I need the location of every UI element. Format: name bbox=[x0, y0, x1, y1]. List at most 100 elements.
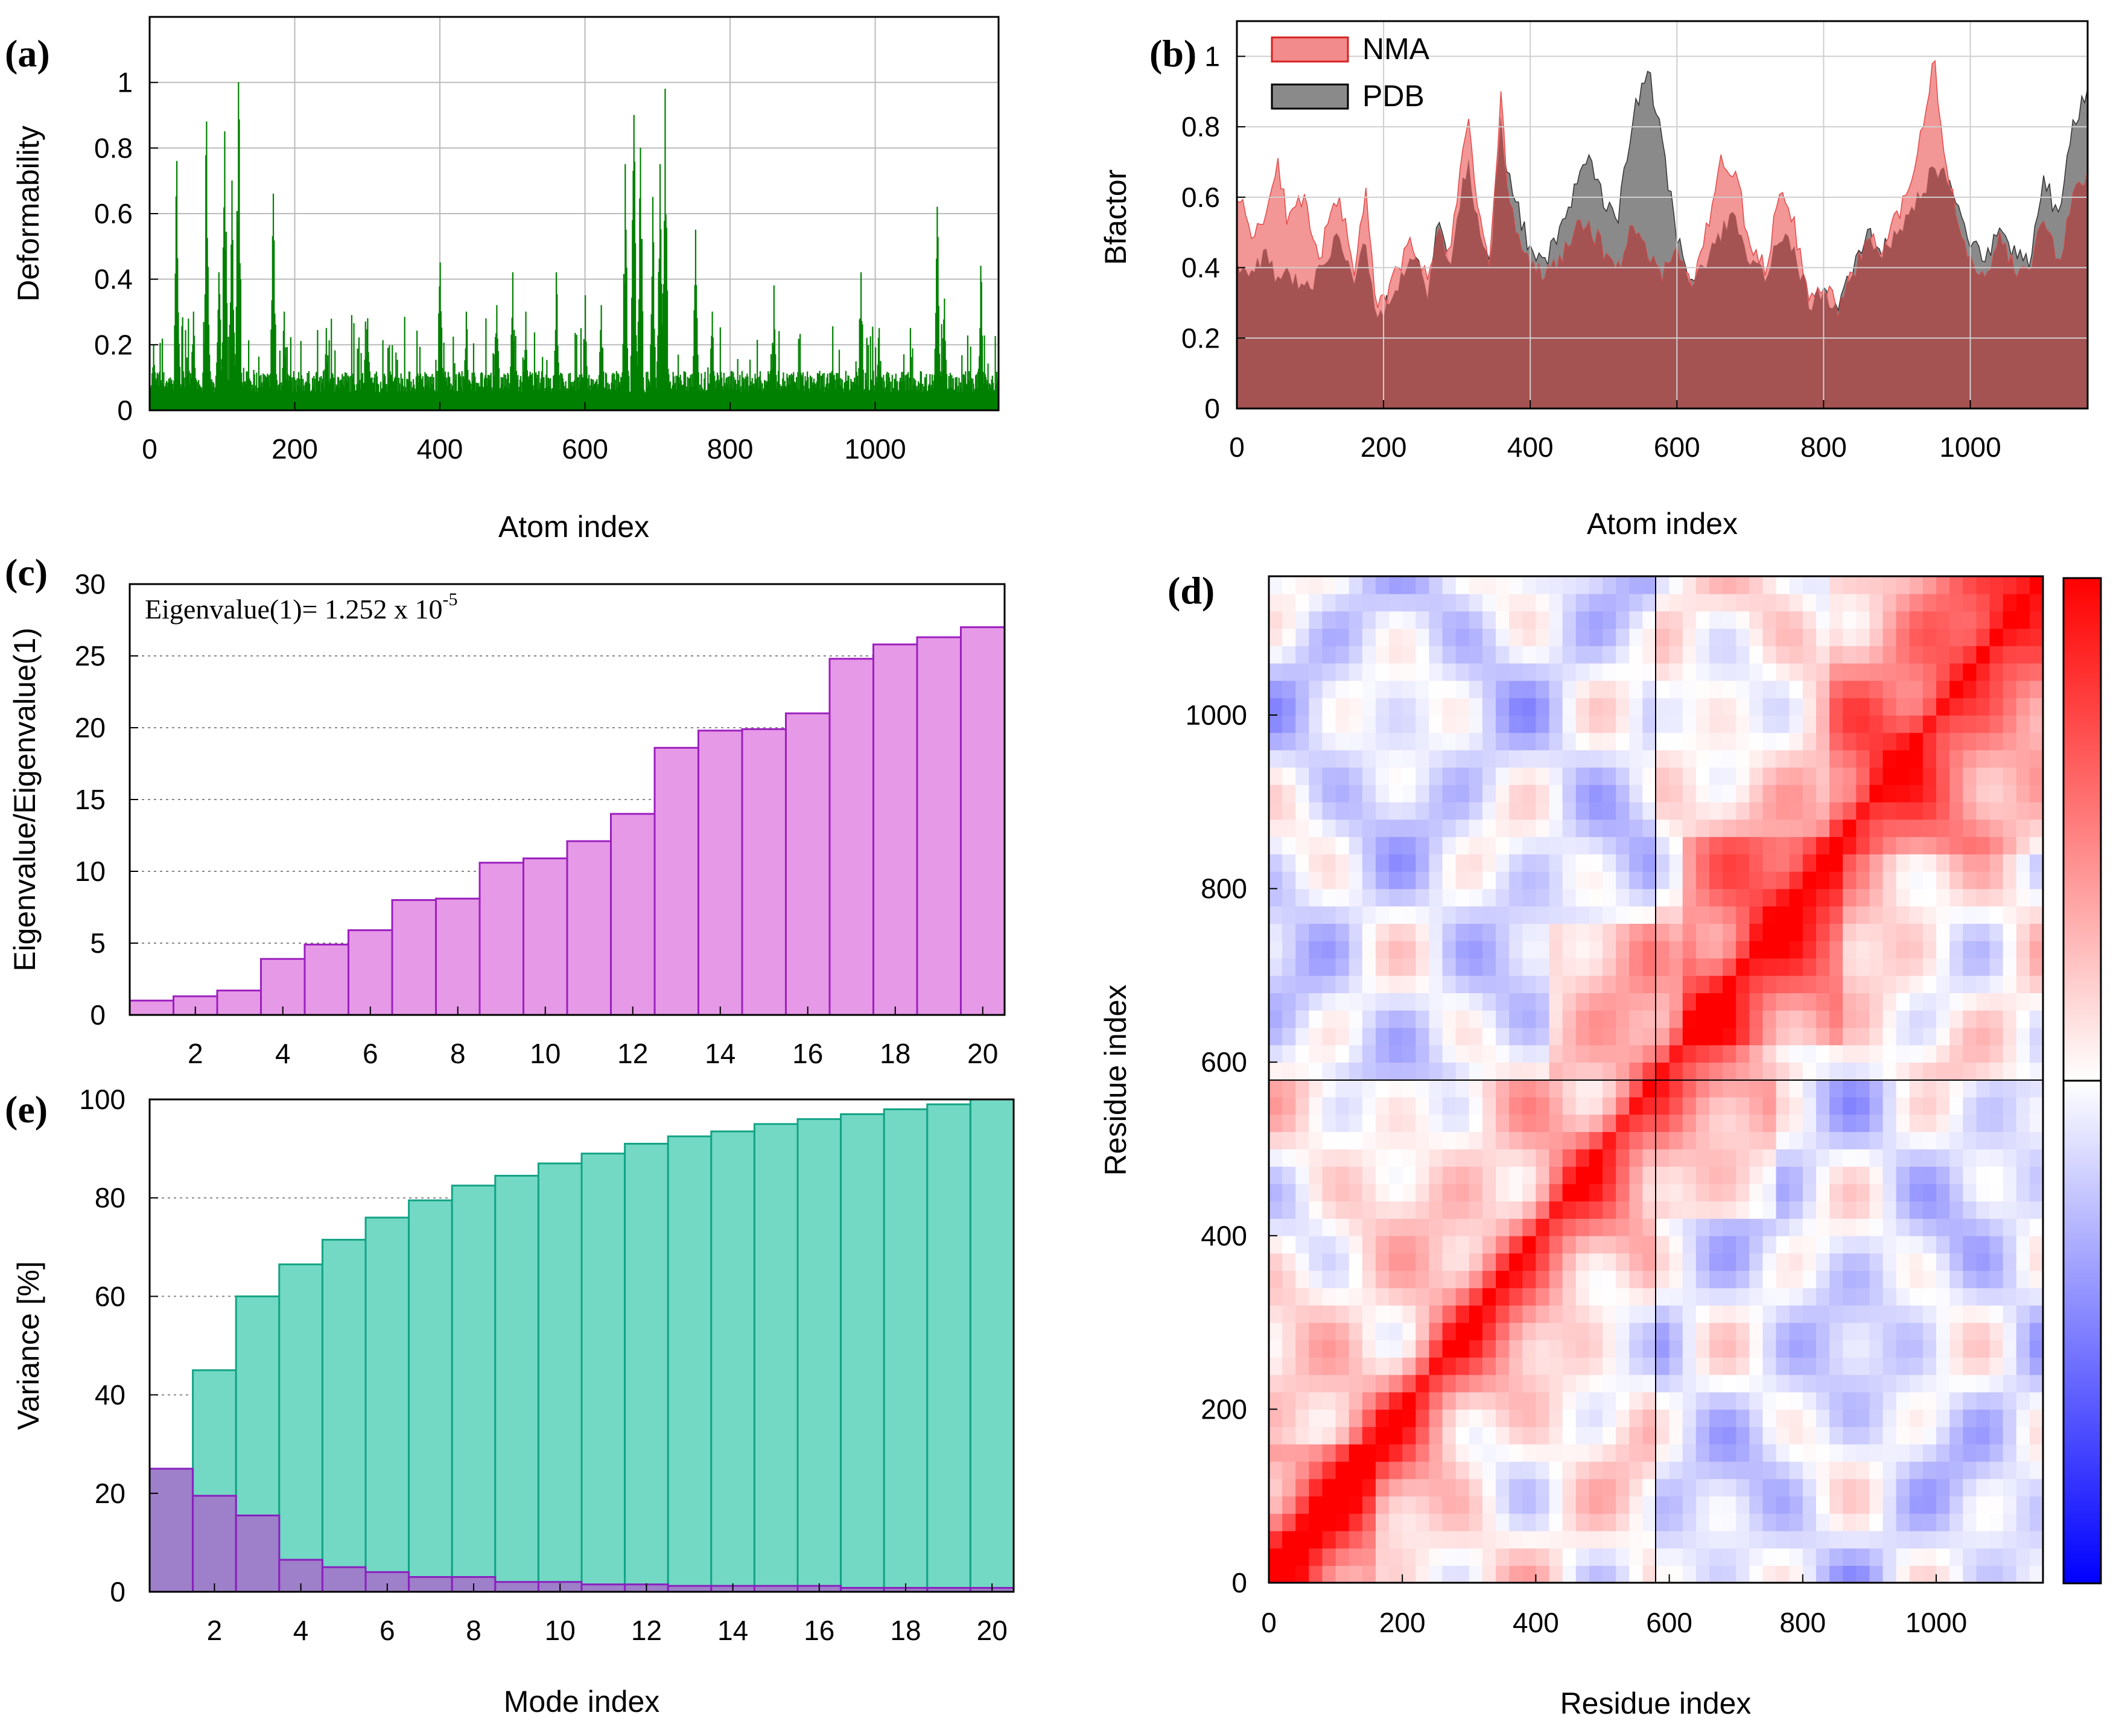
heatmap-cell bbox=[1976, 1218, 1990, 1236]
heatmap-cell bbox=[1669, 784, 1683, 803]
heatmap-cell bbox=[1322, 1131, 1336, 1149]
heatmap-cell bbox=[1695, 836, 1710, 854]
heatmap-cell bbox=[1896, 767, 1910, 785]
heatmap-cell bbox=[1909, 749, 1924, 768]
heatmap-cell bbox=[1896, 1409, 1910, 1427]
heatmap-cell bbox=[1723, 749, 1737, 768]
heatmap-cell bbox=[2029, 801, 2044, 820]
heatmap-cell bbox=[2003, 1009, 2017, 1028]
heatmap-cell bbox=[1789, 1096, 1803, 1115]
heatmap-cell bbox=[1536, 1565, 1550, 1583]
heatmap-cell bbox=[1335, 940, 1350, 959]
heatmap-cell bbox=[1789, 611, 1803, 629]
chart-c-ylabel: Eigenvalue/Eigenvalue(1) bbox=[8, 628, 42, 971]
heatmap-cell bbox=[1922, 1044, 1937, 1063]
heatmap-cell bbox=[1536, 888, 1550, 907]
heatmap-cell bbox=[1909, 1426, 1924, 1445]
heatmap-cell bbox=[1909, 680, 1924, 699]
heatmap-cell bbox=[1922, 1183, 1937, 1202]
heatmap-cell bbox=[1469, 1218, 1483, 1236]
heatmap-cell bbox=[1829, 1288, 1843, 1306]
heatmap-cell bbox=[1415, 1253, 1430, 1271]
heatmap-cell bbox=[2003, 663, 2017, 681]
heatmap-cell bbox=[1389, 1374, 1403, 1393]
heatmap-cell bbox=[1816, 1322, 1830, 1341]
heatmap-cell bbox=[1496, 1131, 1510, 1149]
heatmap-cell bbox=[1295, 1391, 1310, 1410]
heatmap-cell bbox=[1322, 680, 1336, 699]
heatmap-cell bbox=[1616, 1565, 1630, 1583]
heatmap-cell bbox=[1669, 1218, 1683, 1236]
heatmap-cell bbox=[1802, 1218, 1817, 1236]
heatmap-cell bbox=[1976, 1114, 1990, 1133]
heatmap-cell bbox=[1496, 1183, 1510, 1202]
heatmap-cell bbox=[1736, 819, 1750, 838]
heatmap-cell bbox=[1642, 1149, 1657, 1167]
heatmap-cell bbox=[1429, 888, 1443, 907]
heatmap-cell bbox=[1335, 1409, 1350, 1427]
heatmap-cell bbox=[1922, 1149, 1937, 1167]
heatmap-cell bbox=[1549, 993, 1563, 1011]
heatmap-cell bbox=[1949, 801, 1964, 820]
heatmap-cell bbox=[1949, 940, 1964, 959]
heatmap-cell bbox=[1509, 1131, 1523, 1149]
heatmap-cell bbox=[1549, 576, 1563, 594]
heatmap-cell bbox=[1335, 1253, 1350, 1271]
heatmap-cell bbox=[1749, 1218, 1764, 1236]
heatmap-cell bbox=[1976, 993, 1990, 1011]
heatmap-cell bbox=[1749, 646, 1764, 664]
chart-b-xlabel: Atom index bbox=[1587, 507, 1738, 541]
heatmap-cell bbox=[1629, 1201, 1644, 1219]
heatmap-cell bbox=[1616, 854, 1630, 872]
heatmap-cell bbox=[1389, 1288, 1403, 1306]
heatmap-cell bbox=[1616, 1044, 1630, 1063]
heatmap-cell bbox=[1603, 1409, 1616, 1427]
heatmap-cell bbox=[1442, 732, 1457, 751]
heatmap-cell bbox=[1669, 1496, 1683, 1514]
heatmap-cell bbox=[1776, 1253, 1790, 1271]
heatmap-cell bbox=[1776, 1288, 1790, 1306]
heatmap-cell bbox=[1669, 715, 1683, 733]
heatmap-cell bbox=[1509, 854, 1523, 872]
heatmap-cell bbox=[1589, 871, 1603, 889]
eigen-bar bbox=[391, 899, 437, 1016]
heatmap-cell bbox=[1295, 1374, 1310, 1393]
heatmap-cell bbox=[1816, 1183, 1830, 1202]
heatmap-cell bbox=[1362, 1443, 1376, 1462]
heatmap-cell bbox=[1429, 1496, 1443, 1514]
heatmap-cell bbox=[1335, 784, 1350, 803]
heatmap-cell bbox=[1843, 611, 1857, 629]
heatmap-cell bbox=[1362, 1548, 1376, 1566]
heatmap-cell bbox=[1282, 1374, 1297, 1393]
heatmap-cell bbox=[1882, 958, 1897, 976]
heatmap-cell bbox=[1723, 1305, 1737, 1323]
heatmap-cell bbox=[1442, 1496, 1457, 1514]
heatmap-cell bbox=[1496, 1340, 1510, 1358]
heatmap-cell bbox=[1896, 1391, 1910, 1410]
heatmap-cell bbox=[1375, 1114, 1390, 1133]
heatmap-cell bbox=[1575, 749, 1590, 768]
heatmap-cell bbox=[1695, 1096, 1710, 1115]
heatmap-cell bbox=[1976, 1149, 1990, 1167]
heatmap-cell bbox=[1509, 646, 1523, 664]
heatmap-cell bbox=[1429, 1340, 1443, 1358]
heatmap-cell bbox=[1282, 993, 1297, 1011]
heatmap-cell bbox=[1949, 975, 1964, 994]
heatmap-cell bbox=[1415, 975, 1430, 994]
heatmap-cell bbox=[1896, 784, 1910, 803]
heatmap-cell bbox=[1695, 1391, 1710, 1410]
heatmap-cell bbox=[2016, 958, 2030, 976]
heatmap-cell bbox=[1949, 1357, 1964, 1375]
heatmap-cell bbox=[1309, 940, 1323, 959]
heatmap-cell bbox=[1949, 1027, 1964, 1046]
heatmap-cell bbox=[1603, 732, 1616, 751]
heatmap-cell bbox=[1282, 906, 1297, 924]
heatmap-cell bbox=[1829, 1391, 1843, 1410]
heatmap-cell bbox=[1963, 1426, 1977, 1445]
heatmap-cell bbox=[1802, 767, 1817, 785]
heatmap-cell bbox=[1429, 1027, 1443, 1046]
cumulative-variance-bar bbox=[883, 1108, 929, 1593]
heatmap-cell bbox=[1575, 1218, 1590, 1236]
heatmap-cell bbox=[1802, 1340, 1817, 1358]
heatmap-cell bbox=[1749, 940, 1764, 959]
